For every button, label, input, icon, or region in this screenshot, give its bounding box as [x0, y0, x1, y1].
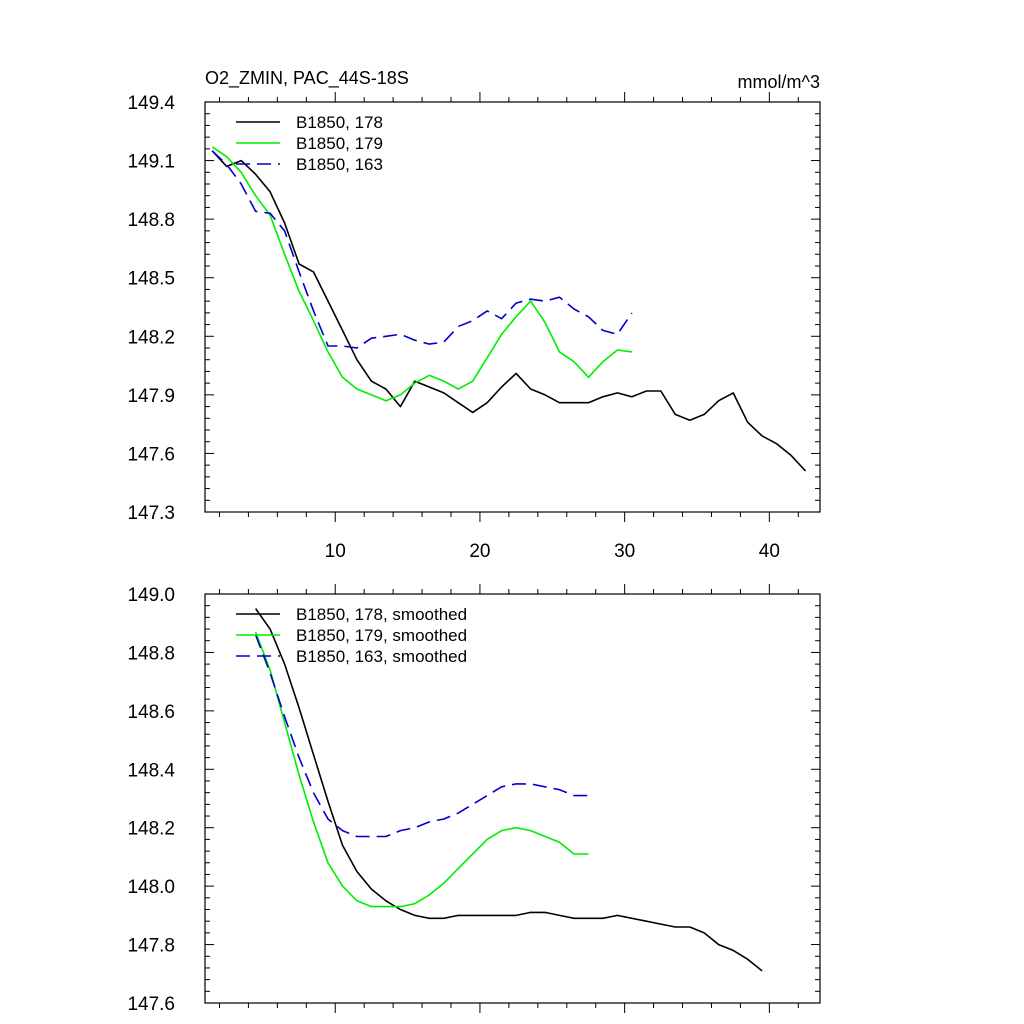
- legend-label-2: B1850, 179: [296, 134, 383, 153]
- y-tick-label: 148.2: [127, 327, 175, 348]
- y-tick-label: 147.6: [127, 444, 175, 465]
- bottom-chart-legend: B1850, 178, smoothed B1850, 179, smoothed…: [236, 605, 467, 666]
- y-tick-label: 149.1: [127, 152, 175, 173]
- y-tick-label: 148.8: [127, 210, 175, 231]
- y-tick-label: 148.5: [127, 269, 175, 290]
- y-tick-label: 149.4: [127, 93, 175, 114]
- y-tick-label: 148.4: [127, 760, 175, 781]
- plot-frame: [204, 101, 821, 513]
- units-label: mmol/m^3: [738, 72, 820, 92]
- y-tick-label: 147.8: [127, 936, 175, 957]
- y-tick-label: 147.6: [127, 994, 175, 1015]
- y-tick-label: 148.8: [127, 643, 175, 664]
- y-tick-label: 148.0: [127, 877, 175, 898]
- series-line-2: [254, 631, 589, 908]
- x-tick-label: 10: [325, 541, 346, 562]
- x-tick-label: 20: [469, 541, 490, 562]
- bottom-chart-axes: 147.6 147.8 148.0 148.2 148.4 148.6 148.8 149.0: [127, 584, 821, 1015]
- legend-label-1: B1850, 178, smoothed: [296, 605, 467, 624]
- top-chart-series: [211, 146, 807, 472]
- top-chart-legend: B1850, 178 B1850, 179 B1850, 163: [236, 113, 383, 174]
- series-line-1: [211, 150, 807, 472]
- y-tick-label: 149.0: [127, 585, 175, 606]
- x-tick-label: 30: [614, 541, 635, 562]
- legend-label-3: B1850, 163, smoothed: [296, 647, 467, 666]
- top-chart: O2_ZMIN, PAC_44S-18S mmol/m^3 147.3 147.6…: [127, 68, 821, 562]
- y-tick-label: 147.3: [127, 503, 175, 524]
- bottom-chart-series: [254, 608, 763, 972]
- y-tick-label: 148.6: [127, 702, 175, 723]
- series-line-2: [211, 146, 633, 402]
- x-tick-label: 40: [759, 541, 780, 562]
- plot-frame: [204, 593, 821, 1004]
- legend-label-3: B1850, 163: [296, 155, 383, 174]
- series-line-3: [254, 634, 589, 838]
- y-tick-label: 148.2: [127, 819, 175, 840]
- legend-label-1: B1850, 178: [296, 113, 383, 132]
- series-line-3: [211, 150, 633, 349]
- series-line-1: [254, 608, 763, 972]
- y-tick-label: 147.9: [127, 386, 175, 407]
- bottom-chart: 147.6 147.8 148.0 148.2 148.4 148.6 148.8 149.0…: [127, 584, 821, 1015]
- chart-title: O2_ZMIN, PAC_44S-18S: [205, 68, 409, 89]
- top-chart-axes: 147.3 147.6 147.9 148.2 148.5 148.8 149.1 149.4…: [127, 92, 821, 562]
- legend-label-2: B1850, 179, smoothed: [296, 626, 467, 645]
